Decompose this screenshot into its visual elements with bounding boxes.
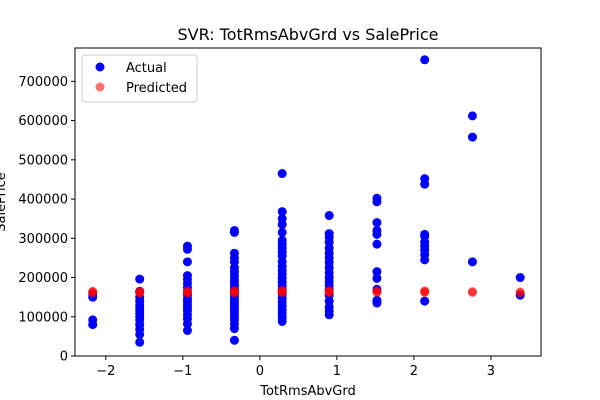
point-predicted [229, 287, 239, 297]
point-predicted [324, 287, 334, 297]
y-axis: 0 100000 200000 300000 400000 500000 600000 700… [18, 75, 75, 365]
point-actual [372, 273, 382, 283]
y-tick-label: 500000 [18, 153, 68, 168]
point-actual [182, 241, 192, 251]
point-actual [467, 132, 477, 142]
point-actual [467, 111, 477, 121]
point-actual [277, 214, 287, 224]
point-predicted [135, 287, 145, 297]
legend-box [81, 54, 198, 103]
y-tick-label: 200000 [18, 271, 68, 286]
point-predicted [515, 288, 525, 298]
point-actual [515, 273, 525, 283]
point-actual [324, 211, 334, 221]
y-axis-label: SalePrice [0, 172, 9, 232]
x-axis: −2 −1 0 1 2 3 [96, 356, 495, 379]
point-actual [229, 335, 239, 345]
point-actual [420, 55, 430, 65]
y-tick-label: 100000 [18, 310, 68, 325]
legend-marker-predicted [95, 82, 105, 92]
point-actual [182, 271, 192, 281]
plot-frame [74, 47, 542, 357]
x-axis-label: TotRmsAbvGrd [259, 384, 356, 399]
point-predicted [372, 286, 382, 296]
point-predicted [88, 286, 98, 296]
legend: Actual Predicted [81, 54, 198, 103]
point-actual [324, 229, 334, 239]
point-actual [277, 235, 287, 245]
x-tick-label: −1 [173, 364, 192, 379]
point-actual [420, 229, 430, 239]
point-predicted [467, 287, 477, 297]
point-actual [372, 267, 382, 277]
point-actual [182, 325, 192, 335]
point-predicted [182, 287, 192, 297]
legend-marker-actual [95, 62, 105, 72]
y-tick-label: 0 [60, 350, 68, 365]
point-actual [135, 337, 145, 347]
point-actual [420, 174, 430, 184]
point-actual [372, 218, 382, 228]
x-tick-label: −2 [96, 364, 115, 379]
points-layer [88, 55, 525, 347]
chart-title: SVR: TotRmsAbvGrd vs SalePrice [177, 25, 438, 44]
x-tick-label: 0 [256, 364, 264, 379]
point-actual [88, 315, 98, 325]
x-tick-label: 3 [487, 364, 495, 379]
point-actual [420, 296, 430, 306]
point-actual [467, 257, 477, 267]
point-actual [277, 207, 287, 217]
point-actual [372, 295, 382, 305]
legend-label-actual: Actual [126, 61, 167, 76]
point-actual [182, 257, 192, 267]
legend-label-predicted: Predicted [126, 81, 187, 96]
x-tick-label: 2 [410, 364, 418, 379]
point-actual [229, 225, 239, 235]
y-tick-label: 400000 [18, 193, 68, 208]
point-predicted [277, 287, 287, 297]
point-actual [277, 169, 287, 179]
point-actual [372, 193, 382, 203]
x-tick-label: 1 [333, 364, 341, 379]
point-actual [372, 225, 382, 235]
point-predicted [420, 286, 430, 296]
y-tick-label: 600000 [18, 114, 68, 129]
point-actual [135, 274, 145, 284]
y-tick-label: 700000 [18, 75, 68, 90]
point-actual [372, 239, 382, 249]
y-tick-label: 300000 [18, 232, 68, 247]
point-actual [229, 248, 239, 258]
point-actual [277, 227, 287, 237]
